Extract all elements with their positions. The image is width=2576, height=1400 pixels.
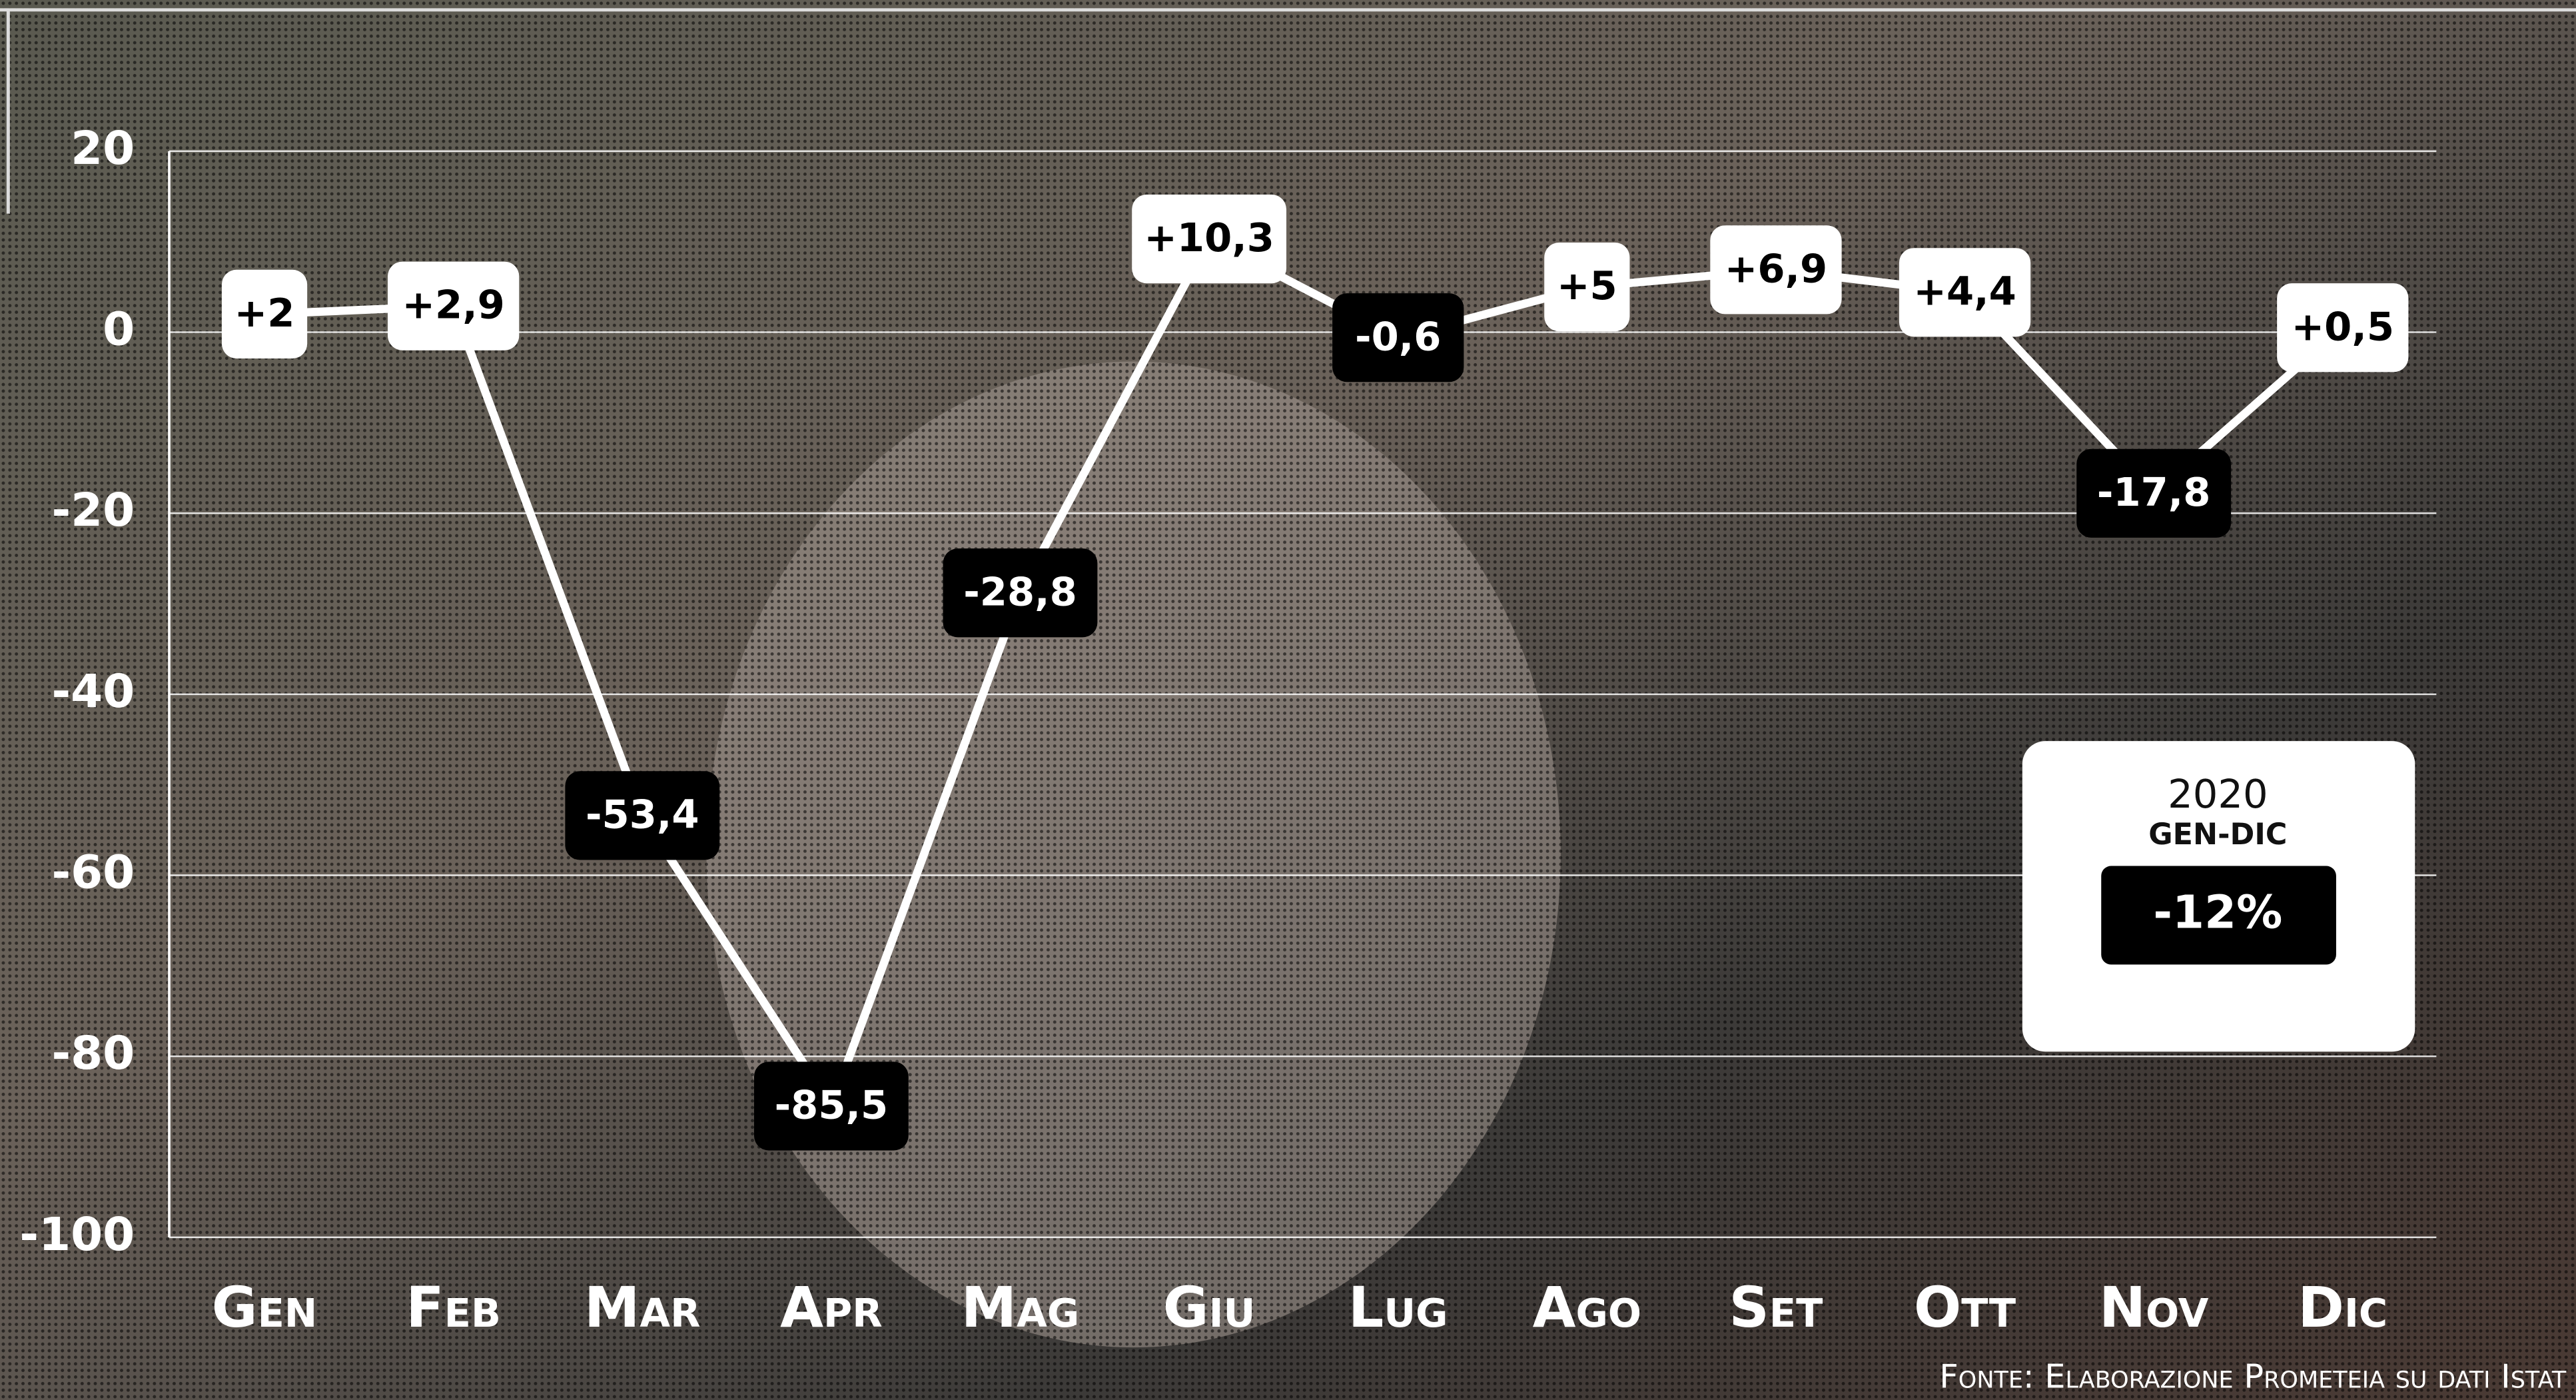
x-tick-label: Apr (780, 1275, 883, 1340)
value-label: +2,9 (402, 282, 504, 328)
value-label: -0,6 (1355, 313, 1441, 359)
y-tick-label: -40 (51, 665, 135, 718)
x-tick-label: Giu (1163, 1275, 1256, 1340)
x-tick-label: Mag (961, 1275, 1080, 1340)
halftone (0, 0, 2576, 1400)
page: {"chart_data": {"type": "line", "categor… (0, 0, 2576, 1400)
summary-box: 2020 GEN-DIC -12% (2022, 741, 2415, 1051)
y-tick-label: -60 (51, 846, 135, 900)
y-tick-label: -80 (51, 1027, 135, 1080)
value-label: +4,4 (1913, 268, 2016, 314)
x-tick-label: Ott (1914, 1275, 2016, 1340)
value-label: +6,9 (1725, 245, 1827, 291)
x-tick-label: Set (1729, 1275, 1823, 1340)
value-label: -53,4 (586, 791, 699, 837)
x-tick-label: Ago (1533, 1275, 1641, 1340)
x-tick-label: Dic (2298, 1275, 2387, 1340)
y-tick-label: -20 (51, 484, 135, 537)
y-tick-label: 0 (103, 303, 135, 356)
value-label: +10,3 (1144, 215, 1274, 261)
y-tick-label: 20 (71, 122, 135, 175)
source: Fonte: Elaborazione Prometeia su dati Is… (1939, 1357, 2566, 1395)
y-tick-label: -100 (19, 1208, 135, 1261)
chart: 20 0 -20 -40 -60 -80 -100 Gen Feb Mar Apr Mag Giu Lug… (0, 0, 2576, 1400)
value-label: -17,8 (2097, 469, 2211, 515)
value-label: +5 (1557, 263, 1617, 309)
summary-year: 2020 (2168, 771, 2268, 817)
x-tick-label: Nov (2099, 1275, 2209, 1340)
x-tick-label: Feb (406, 1275, 501, 1340)
value-label: +2 (234, 290, 295, 336)
value-label: -28,8 (963, 568, 1077, 614)
value-label: -85,5 (775, 1081, 889, 1127)
value-label: +0,5 (2292, 303, 2394, 349)
summary-value: -12% (2153, 886, 2282, 940)
summary-period: GEN-DIC (2148, 818, 2287, 852)
x-tick-label: Lug (1348, 1275, 1448, 1340)
x-tick-label: Gen (212, 1275, 318, 1340)
x-tick-label: Mar (584, 1275, 701, 1340)
